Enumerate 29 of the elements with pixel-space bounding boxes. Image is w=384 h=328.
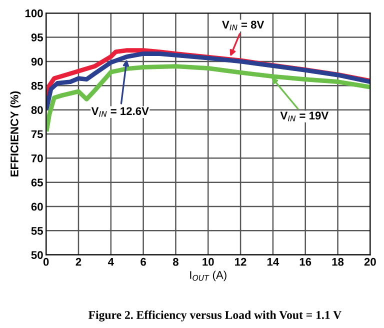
y-tick-label: 90	[31, 58, 43, 66]
annotation: V$_{IN}$ = 8V	[222, 20, 264, 30]
line-series	[46, 64, 370, 132]
caption: Figure 2. Efficiency versus Load with Vout = 1.1 V	[88, 310, 342, 322]
x-tick-label: 4	[108, 258, 114, 266]
x-tick-label: 0	[43, 258, 49, 266]
y-tick-label: 70	[31, 154, 43, 162]
annotation: V$_{IN}$ = 12.6V	[91, 107, 149, 117]
x-tick-label: 6	[140, 258, 146, 266]
y-tick-label: 65	[31, 178, 43, 186]
x-tick-label: 20	[364, 258, 376, 266]
x-tick-label: 10	[202, 258, 214, 266]
y-axis-title: EFFICIENCY (%)	[10, 91, 21, 176]
x-tick-label: 18	[332, 258, 344, 266]
y-tick-label: 75	[31, 130, 43, 138]
x-tick-label: 16	[300, 258, 312, 266]
y-tick-label: 85	[31, 82, 43, 90]
x-tick-label: 8	[172, 258, 178, 266]
x-tick-label: 12	[235, 258, 246, 266]
y-tick-label: 100	[25, 9, 43, 18]
y-tick-label: 50	[31, 251, 43, 259]
y-tick-label: 80	[31, 106, 43, 114]
y-tick-label: 60	[31, 202, 43, 211]
x-tick-label: 14	[267, 258, 280, 266]
annotation: V$_{IN}$ = 19V	[280, 112, 328, 122]
y-tick-label: 55	[31, 227, 43, 235]
x-tick-label: 2	[76, 258, 82, 266]
y-tick-label: 95	[31, 34, 43, 42]
x-axis-title: I$_{OUT}$ (A)	[190, 270, 226, 282]
